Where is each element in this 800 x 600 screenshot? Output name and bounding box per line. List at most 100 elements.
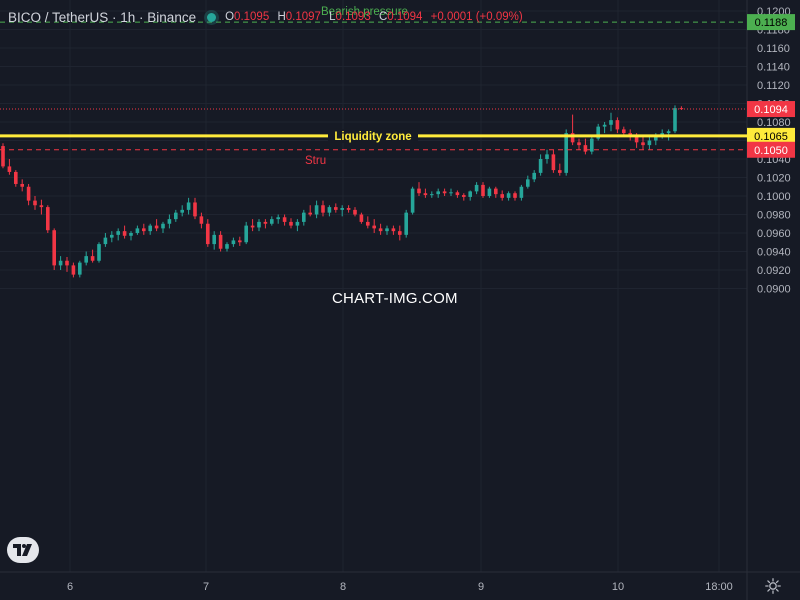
price-label: 0.1050 xyxy=(754,145,788,157)
candle-body xyxy=(142,228,146,232)
candle-body xyxy=(238,240,242,243)
candle-body xyxy=(71,265,76,275)
high-label: H xyxy=(277,11,286,23)
candle-body xyxy=(334,207,338,210)
candle-body xyxy=(1,146,5,167)
candle-body xyxy=(366,221,370,226)
candle-body xyxy=(84,256,88,263)
candle-body xyxy=(116,231,120,235)
candle-body xyxy=(78,262,82,275)
candle-body xyxy=(462,195,466,197)
candle-body xyxy=(551,154,556,171)
candle-body xyxy=(148,225,152,232)
x-tick-label: 10 xyxy=(612,581,624,593)
candle-body xyxy=(558,170,562,173)
candle-body xyxy=(430,194,434,196)
candle-body xyxy=(257,221,261,228)
price-label: 0.1188 xyxy=(755,17,788,29)
candle-body xyxy=(302,212,306,222)
y-tick-label: 0.1020 xyxy=(757,173,791,185)
y-tick-label: 0.1120 xyxy=(757,80,790,92)
candle-body xyxy=(174,212,178,220)
candle-body xyxy=(308,212,312,215)
x-tick-label: 6 xyxy=(67,581,73,593)
candle-body xyxy=(353,209,357,215)
candle-body xyxy=(52,230,56,266)
x-tick-label: 18:00 xyxy=(705,581,733,593)
candle-body xyxy=(564,133,568,173)
y-tick-label: 0.1160 xyxy=(757,43,790,55)
ohlc-readout: O0.1095 H0.1097 L0.1093 C0.1094 +0.0001 … xyxy=(225,11,523,23)
candle-body xyxy=(186,202,191,210)
candle-body xyxy=(596,126,600,139)
x-tick-label: 9 xyxy=(478,581,484,593)
candle-body xyxy=(583,145,588,152)
candle-body xyxy=(103,237,108,245)
candle-body xyxy=(487,188,492,196)
tradingview-logo-icon[interactable] xyxy=(7,537,39,563)
close-label: C xyxy=(378,11,388,23)
y-tick-label: 0.0960 xyxy=(757,228,791,240)
symbol-title[interactable]: BICO / TetherUS · 1h · Binance xyxy=(8,9,197,25)
candle-body xyxy=(26,186,31,201)
candle-body xyxy=(602,124,607,127)
price-label-box xyxy=(747,101,795,118)
candle-body xyxy=(577,142,581,146)
candle-body xyxy=(58,260,63,266)
y-tick-label: 0.0900 xyxy=(757,284,791,296)
candle-body xyxy=(161,223,165,229)
candle-body xyxy=(417,188,421,194)
candle-body xyxy=(33,200,37,206)
candle-body xyxy=(423,193,428,196)
candle-body xyxy=(494,188,498,195)
y-tick-label: 0.1080 xyxy=(757,117,791,129)
candle-body xyxy=(647,140,652,146)
candle-body xyxy=(110,234,114,238)
candle-body xyxy=(327,207,332,213)
candle-body xyxy=(135,228,140,233)
candle-body xyxy=(538,159,543,173)
price-label: 0.1065 xyxy=(754,131,788,143)
candle-body xyxy=(442,191,447,194)
y-tick-label: 0.0920 xyxy=(757,265,791,277)
candle-body xyxy=(193,202,197,217)
candle-body xyxy=(199,216,204,224)
candle-body xyxy=(167,219,172,224)
candle-body xyxy=(615,120,620,130)
candle-body xyxy=(410,188,415,213)
candle-body xyxy=(231,240,236,245)
candle-body xyxy=(359,214,364,222)
candle-body xyxy=(225,244,229,249)
y-tick-label: 0.0980 xyxy=(757,210,791,222)
candle-body xyxy=(65,260,69,266)
watermark: CHART-IMG.COM xyxy=(332,290,458,307)
candle-body xyxy=(97,244,101,261)
candle-body xyxy=(129,233,133,236)
candle-body xyxy=(282,217,287,222)
candle-body xyxy=(39,205,44,208)
x-tick-label: 8 xyxy=(340,581,346,593)
candle-body xyxy=(526,179,530,187)
candle-body xyxy=(321,205,325,213)
candle-body xyxy=(378,228,383,232)
settings-gear-icon[interactable] xyxy=(765,578,781,594)
candle-body xyxy=(455,192,460,196)
price-label-box xyxy=(747,141,795,158)
candle-body xyxy=(545,154,549,159)
candle-body xyxy=(180,209,184,213)
candle-body xyxy=(14,171,18,184)
low-label: L xyxy=(329,11,336,23)
candle-body xyxy=(385,228,389,232)
candle-body xyxy=(90,256,95,261)
open-value: 0.1095 xyxy=(234,11,270,23)
candle-body xyxy=(666,131,671,134)
high-value: 0.1097 xyxy=(285,11,321,23)
candles xyxy=(1,105,684,278)
price-levels: Bearish pressure 0.1188 0.1094 Liquidity zo… xyxy=(0,6,795,167)
candle-body xyxy=(570,133,575,143)
y-tick-label: 0.0940 xyxy=(757,247,791,259)
candle-body xyxy=(404,212,408,235)
candle-body xyxy=(206,223,210,245)
candle-body xyxy=(398,231,402,235)
